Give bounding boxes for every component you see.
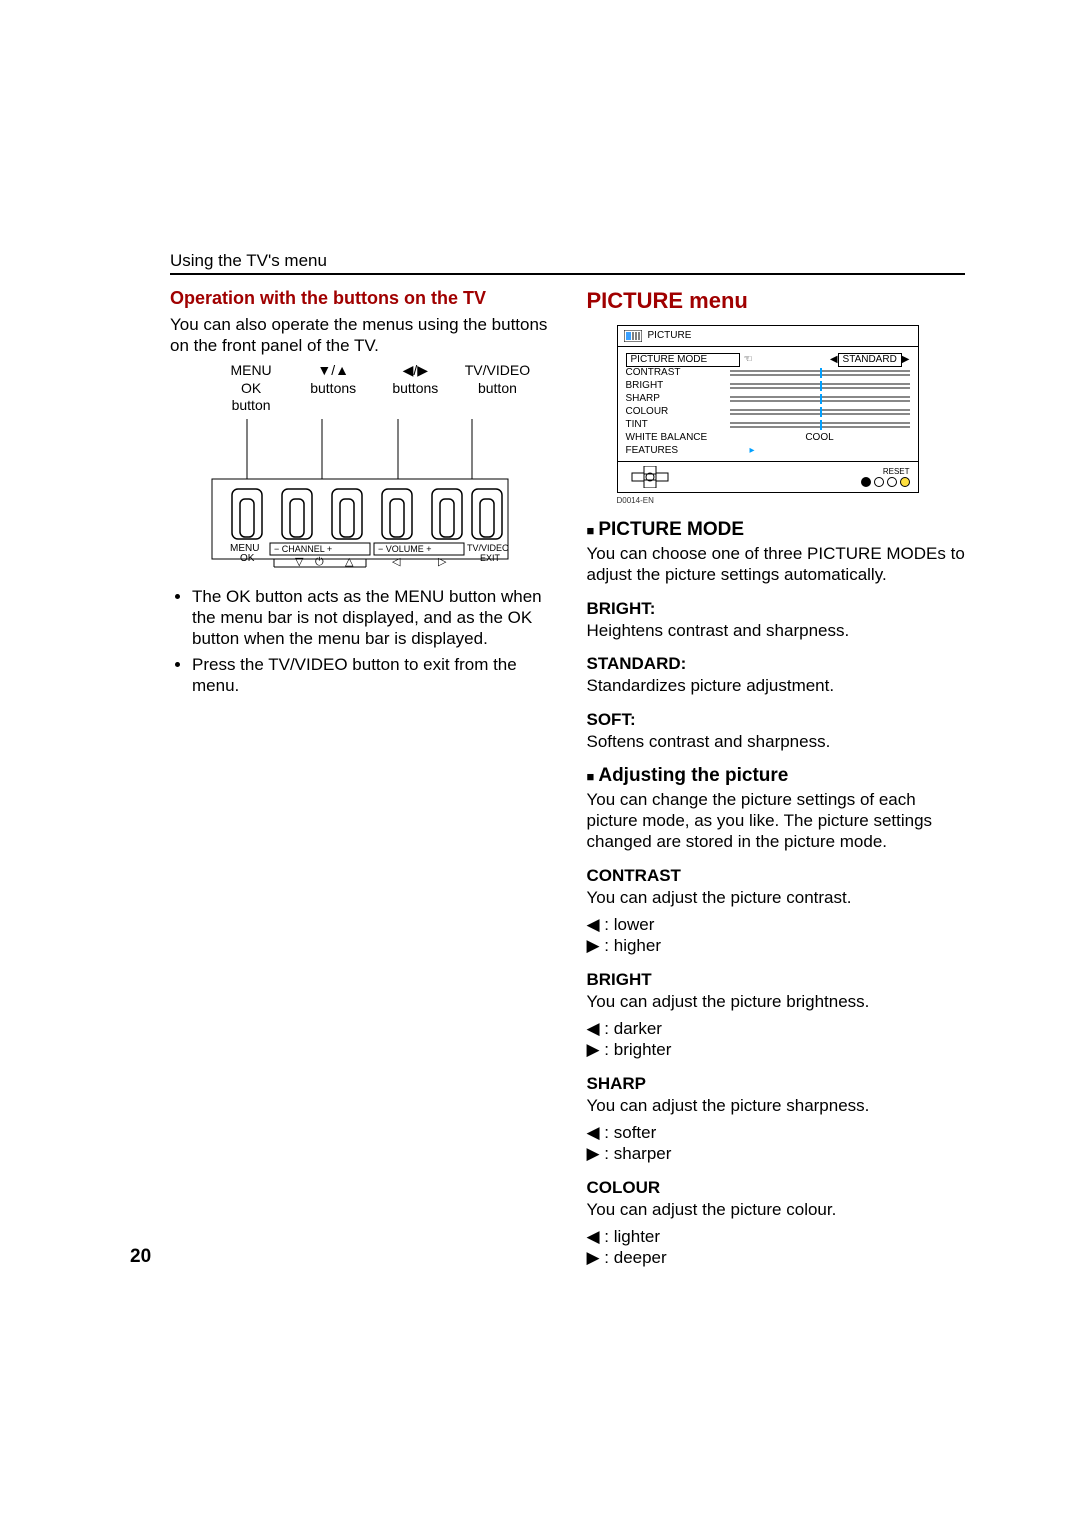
osd-panel: PICTURE PICTURE MODE ☜ ◀ STANDARD ▶ CONT…	[617, 325, 919, 494]
right-title: PICTURE menu	[587, 287, 966, 315]
hand-icon: ☜	[744, 354, 753, 367]
adjust-heading: ■Adjusting the picture	[587, 764, 966, 788]
svg-text:△: △	[345, 556, 354, 568]
tv-panel-diagram: MENU OK − CHANNEL + − VOLUME + TV/VIDEO …	[210, 419, 510, 574]
osd-mode-value: STANDARD	[838, 353, 902, 368]
adj-h: CONTRAST	[587, 865, 966, 886]
adj-h: COLOUR	[587, 1177, 966, 1198]
bullet-item: Press the TV/VIDEO button to exit from t…	[192, 654, 549, 697]
adj-r: ▶ : sharper	[587, 1143, 966, 1164]
osd-item: BRIGHT	[626, 380, 730, 393]
page-number: 20	[130, 1246, 151, 1268]
adj-r: ▶ : brighter	[587, 1039, 966, 1060]
left-bullet-list: The OK button acts as the MENU button wh…	[170, 586, 549, 696]
osd-title-icon	[624, 330, 642, 342]
label-menu-ok: MENU OK button	[210, 362, 292, 415]
section-header: Using the TV's menu	[170, 250, 965, 275]
soft-desc: Softens contrast and sharpness.	[587, 731, 966, 752]
osd-reset-label: RESET	[861, 467, 910, 477]
adj-l: ◀ : softer	[587, 1122, 966, 1143]
osd-item: PICTURE MODE	[626, 353, 740, 368]
svg-text:OK: OK	[240, 553, 255, 564]
svg-text:◁: ◁	[392, 556, 401, 568]
bullet-item: The OK button acts as the MENU button wh…	[192, 586, 549, 650]
svg-text:⏻: ⏻	[315, 556, 324, 568]
osd-wb-value: COOL	[730, 432, 910, 445]
adj-r: ▶ : deeper	[587, 1247, 966, 1268]
label-down-up: ▼/▲ buttons	[292, 362, 374, 415]
picture-mode-heading: ■PICTURE MODE	[587, 518, 966, 542]
left-intro: You can also operate the menus using the…	[170, 314, 549, 357]
osd-item: WHITE BALANCE	[626, 432, 730, 445]
adj-d: You can adjust the picture sharpness.	[587, 1095, 966, 1116]
svg-text:▽: ▽	[295, 556, 304, 568]
adj-d: You can adjust the picture contrast.	[587, 887, 966, 908]
osd-item: COLOUR	[626, 406, 730, 419]
svg-text:− VOLUME +: − VOLUME +	[378, 544, 432, 554]
right-column: PICTURE menu PICTURE PICTURE MODE ☜ ◀ ST…	[587, 287, 966, 1268]
svg-text:EXIT: EXIT	[480, 553, 501, 563]
label-left-right: ◀/▶ buttons	[374, 362, 456, 415]
osd-code: D0014-EN	[617, 496, 966, 506]
osd-item: FEATURES	[626, 445, 730, 458]
bright-heading: BRIGHT:	[587, 598, 966, 619]
adj-h: SHARP	[587, 1073, 966, 1094]
osd-item: SHARP	[626, 393, 730, 406]
bright-desc: Heightens contrast and sharpness.	[587, 620, 966, 641]
osd-title-text: PICTURE	[648, 330, 692, 343]
left-column: Operation with the buttons on the TV You…	[170, 287, 549, 1268]
standard-heading: STANDARD:	[587, 653, 966, 674]
adj-l: ◀ : darker	[587, 1018, 966, 1039]
left-subtitle: Operation with the buttons on the TV	[170, 287, 549, 310]
svg-text:▷: ▷	[438, 556, 447, 568]
osd-item: CONTRAST	[626, 367, 730, 380]
label-tv-video: TV/VIDEO button	[456, 362, 538, 415]
soft-heading: SOFT:	[587, 709, 966, 730]
adj-d: You can adjust the picture brightness.	[587, 991, 966, 1012]
button-labels-row: MENU OK button ▼/▲ buttons ◀/▶ buttons T…	[210, 362, 539, 415]
adj-l: ◀ : lower	[587, 914, 966, 935]
adj-d: You can adjust the picture colour.	[587, 1199, 966, 1220]
adj-h: BRIGHT	[587, 969, 966, 990]
nav-cross-icon	[626, 466, 676, 488]
standard-desc: Standardizes picture adjustment.	[587, 675, 966, 696]
svg-text:TV/VIDEO: TV/VIDEO	[467, 543, 509, 553]
adj-l: ◀ : lighter	[587, 1226, 966, 1247]
adj-r: ▶ : higher	[587, 935, 966, 956]
adjust-desc: You can change the picture settings of e…	[587, 789, 966, 853]
svg-text:− CHANNEL +: − CHANNEL +	[274, 544, 332, 554]
picture-mode-desc: You can choose one of three PICTURE MODE…	[587, 543, 966, 586]
osd-item: TINT	[626, 419, 730, 432]
osd-dots	[861, 477, 910, 487]
